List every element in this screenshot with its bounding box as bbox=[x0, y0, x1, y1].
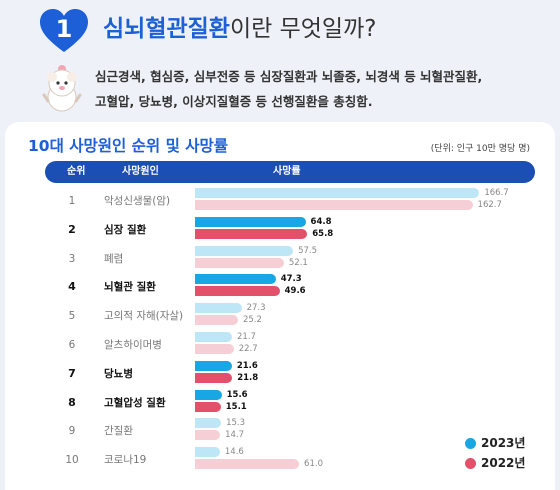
chart-card bbox=[5, 122, 555, 490]
value-label-2022: 22.7 bbox=[238, 344, 258, 354]
rank-label: 4 bbox=[68, 280, 76, 294]
title-rest: 이란 무엇일까? bbox=[229, 16, 377, 42]
rank-label: 10 bbox=[65, 454, 79, 467]
unit-note: (단위: 인구 10만 명당 명) bbox=[430, 144, 530, 154]
section-number: 1 bbox=[55, 15, 73, 43]
value-label-2022: 21.8 bbox=[237, 372, 259, 383]
category-label: 심장 질환 bbox=[104, 223, 147, 236]
rank-label: 5 bbox=[68, 310, 76, 323]
rank-label: 3 bbox=[68, 252, 76, 265]
value-label-2023: 15.3 bbox=[226, 418, 246, 429]
value-label-2023: 15.6 bbox=[226, 389, 248, 400]
legend-label-2023: 2023년 bbox=[481, 436, 526, 450]
category-label: 코로나19 bbox=[104, 454, 147, 467]
column-cause-header: 사망원인 bbox=[122, 166, 159, 177]
rank-label: 6 bbox=[68, 339, 76, 351]
value-label-2022: 15.1 bbox=[225, 401, 247, 412]
value-label-2023: 166.7 bbox=[484, 188, 509, 198]
value-label-2023: 21.6 bbox=[236, 360, 258, 371]
description: 심근경색, 협심증, 심부전증 등 심장질환과 뇌졸중, 뇌경색 등 뇌혈관질환… bbox=[95, 64, 555, 114]
bar-2022 bbox=[195, 459, 300, 470]
bar-2023 bbox=[195, 447, 220, 458]
bar-2023 bbox=[195, 216, 306, 227]
title-highlight: 심뇌혈관질환 bbox=[103, 16, 230, 42]
category-label: 고의적 자해(자살) bbox=[104, 310, 184, 323]
value-label-2022: 49.6 bbox=[284, 286, 306, 297]
column-rate-header: 사망률 bbox=[273, 166, 301, 177]
bar-2022 bbox=[195, 286, 280, 297]
rank-label: 2 bbox=[68, 222, 76, 236]
category-label: 당뇨병 bbox=[104, 367, 133, 380]
category-label: 알츠하이머병 bbox=[104, 339, 162, 351]
bar-2022 bbox=[195, 430, 221, 441]
page-title: 심뇌혈관질환이란 무엇일까? bbox=[103, 14, 376, 44]
category-label: 뇌혈관 질환 bbox=[104, 281, 156, 294]
bar-2022 bbox=[195, 344, 234, 354]
value-label-2022: 14.7 bbox=[225, 430, 244, 441]
value-label-2023: 21.7 bbox=[237, 332, 256, 342]
rank-label: 9 bbox=[68, 425, 76, 438]
bar-2023 bbox=[195, 360, 232, 371]
value-label-2022: 52.1 bbox=[288, 257, 308, 268]
category-label: 간질환 bbox=[104, 425, 133, 438]
legend-dot-2022 bbox=[465, 458, 476, 469]
bar-2023 bbox=[195, 418, 222, 429]
category-label: 고혈압성 질환 bbox=[104, 396, 166, 409]
bar-2022 bbox=[195, 315, 238, 326]
value-label-2022: 162.7 bbox=[477, 200, 502, 210]
table-header: 순위 사망원인 사망률 bbox=[45, 161, 535, 183]
bar-2023 bbox=[195, 274, 276, 285]
rank-label: 1 bbox=[68, 195, 76, 207]
bar-2023 bbox=[195, 303, 242, 314]
bar-2023 bbox=[195, 332, 233, 342]
bar-2022 bbox=[195, 401, 221, 412]
description-line-2: 고혈압, 당뇨병, 이상지질혈증 등 선행질환을 총칭함. bbox=[95, 94, 373, 109]
heart-icon bbox=[40, 9, 88, 52]
value-label-2023: 27.3 bbox=[246, 303, 266, 314]
value-label-2022: 61.0 bbox=[304, 459, 323, 470]
legend-dot-2023 bbox=[465, 438, 476, 449]
chart-title: 10대 사망원인 순위 및 사망률 bbox=[28, 137, 229, 155]
value-label-2023: 14.6 bbox=[224, 447, 244, 458]
description-line-1: 심근경색, 협심증, 심부전증 등 심장질환과 뇌졸중, 뇌경색 등 뇌혈관질환… bbox=[95, 69, 483, 84]
value-label-2023: 64.8 bbox=[310, 216, 332, 227]
bar-2023 bbox=[195, 389, 222, 400]
bar-2022 bbox=[195, 200, 473, 210]
category-label: 폐렴 bbox=[104, 252, 124, 265]
category-label: 악성신생물(암) bbox=[104, 195, 171, 207]
value-label-2022: 25.2 bbox=[242, 315, 262, 326]
legend-label-2022: 2022년 bbox=[481, 456, 526, 470]
bar-2022 bbox=[195, 257, 284, 268]
column-rank-header: 순위 bbox=[67, 166, 86, 177]
value-label-2022: 65.8 bbox=[312, 228, 334, 239]
bar-2022 bbox=[195, 228, 308, 239]
bar-2023 bbox=[195, 245, 294, 256]
bar-2023 bbox=[195, 188, 480, 198]
header-section: 1 심뇌혈관질환이란 무엇일까? 심근경색, 협심증, 심부전증 등 심장질환과… bbox=[0, 0, 560, 122]
value-label-2023: 47.3 bbox=[280, 274, 302, 285]
bar-2022 bbox=[195, 372, 233, 383]
rank-label: 7 bbox=[68, 366, 76, 380]
rank-label: 8 bbox=[68, 395, 76, 409]
value-label-2023: 57.5 bbox=[298, 245, 318, 256]
mascot-icon bbox=[42, 65, 82, 112]
